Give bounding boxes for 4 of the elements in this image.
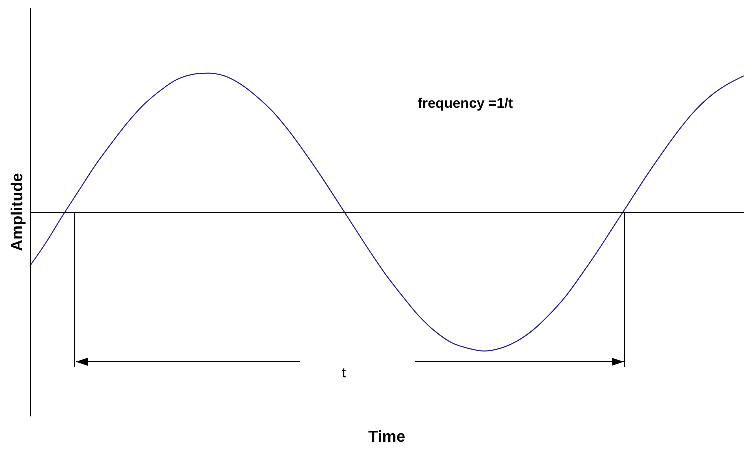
annotation: frequency =1/t — [418, 94, 514, 111]
text: t — [342, 364, 346, 381]
y-axis-title: Amplitude — [9, 173, 26, 252]
x-axis-title: Time — [368, 428, 406, 446]
